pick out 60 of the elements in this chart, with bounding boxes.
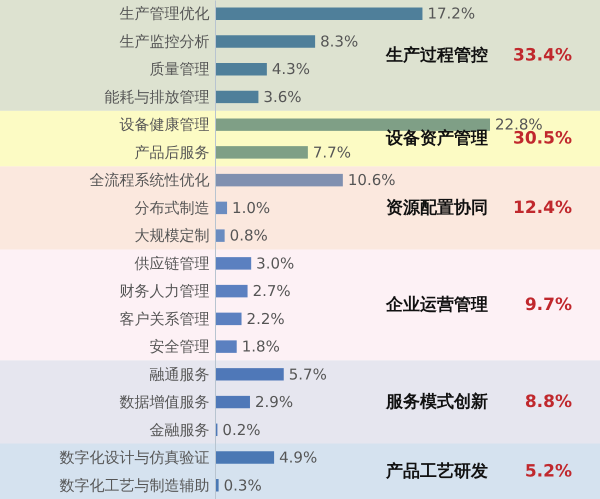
y-tick-label: 客户关系管理: [120, 310, 210, 328]
band-label: 资源配置协同: [386, 198, 488, 218]
y-tick-label: 生产监控分析: [120, 32, 210, 50]
data-label: 2.2%: [246, 310, 285, 328]
y-tick-label: 安全管理: [150, 338, 210, 356]
y-tick-label: 全流程系统性优化: [90, 171, 210, 190]
band-label: 生产过程管控: [385, 45, 488, 66]
text: 12.4%: [513, 198, 572, 218]
y-tick-label: 质量管理: [150, 60, 210, 78]
data-label: 1.8%: [242, 338, 280, 356]
data-label: 0.8%: [230, 226, 268, 245]
band-label: 企业运营管理: [385, 294, 488, 315]
data-label: 2.7%: [252, 282, 291, 300]
y-tick-label: 生产管理优化: [120, 4, 210, 23]
text: 5.2%: [524, 461, 572, 482]
data-label: 5.7%: [288, 365, 327, 384]
data-label: 10.6%: [348, 171, 396, 190]
bar: [215, 312, 242, 326]
bar: [215, 202, 228, 214]
bar: [215, 90, 258, 104]
y-tick-label: 数字化工艺与制造辅助: [60, 476, 210, 494]
bar: [215, 62, 267, 76]
y-tick-label: 分布式制造: [134, 198, 210, 217]
y-tick-label: 融通服务: [150, 365, 210, 384]
bar: [215, 284, 248, 298]
band-label: 产品工艺研发: [385, 461, 488, 482]
data-label: 8.3%: [320, 32, 358, 50]
data-label: 2.9%: [254, 393, 294, 412]
data-label: 3.0%: [256, 254, 294, 272]
band-label: 设备资产管理: [385, 128, 488, 149]
bar: [215, 368, 284, 381]
y-tick-label: 大规模定制: [134, 226, 210, 245]
y-tick-label: 供应链管理: [134, 254, 210, 272]
y-tick-label: 财务人力管理: [120, 282, 210, 300]
data-label: 4.3%: [272, 60, 310, 78]
bar: [215, 396, 250, 408]
bar: [215, 35, 316, 48]
bar: [215, 174, 343, 186]
data-label: 0.2%: [222, 420, 261, 439]
bar: [215, 7, 422, 20]
bar: [215, 257, 252, 270]
data-label: 0.3%: [224, 476, 262, 494]
y-tick-label: 金融服务: [150, 420, 210, 439]
bar: [215, 146, 308, 159]
data-label: 4.9%: [279, 448, 318, 467]
bar: [215, 451, 274, 464]
y-tick-label: 数据增值服务: [120, 393, 210, 412]
data-label: 17.2%: [427, 4, 476, 23]
y-tick-label: 数字化设计与仿真验证: [60, 448, 210, 467]
data-label: 1.0%: [232, 198, 270, 217]
y-tick-label: 产品后服务: [134, 143, 210, 162]
text: 33.4%: [513, 45, 572, 66]
text: 8.8%: [524, 392, 572, 412]
y-tick-label: 能耗与排放管理: [104, 88, 210, 106]
bar: [215, 340, 237, 353]
y-tick-label: 设备健康管理: [120, 116, 210, 134]
text: 9.7%: [524, 294, 572, 315]
band-label: 服务模式创新: [385, 392, 488, 412]
data-label: 7.7%: [312, 143, 351, 162]
data-label: 3.6%: [263, 88, 302, 106]
